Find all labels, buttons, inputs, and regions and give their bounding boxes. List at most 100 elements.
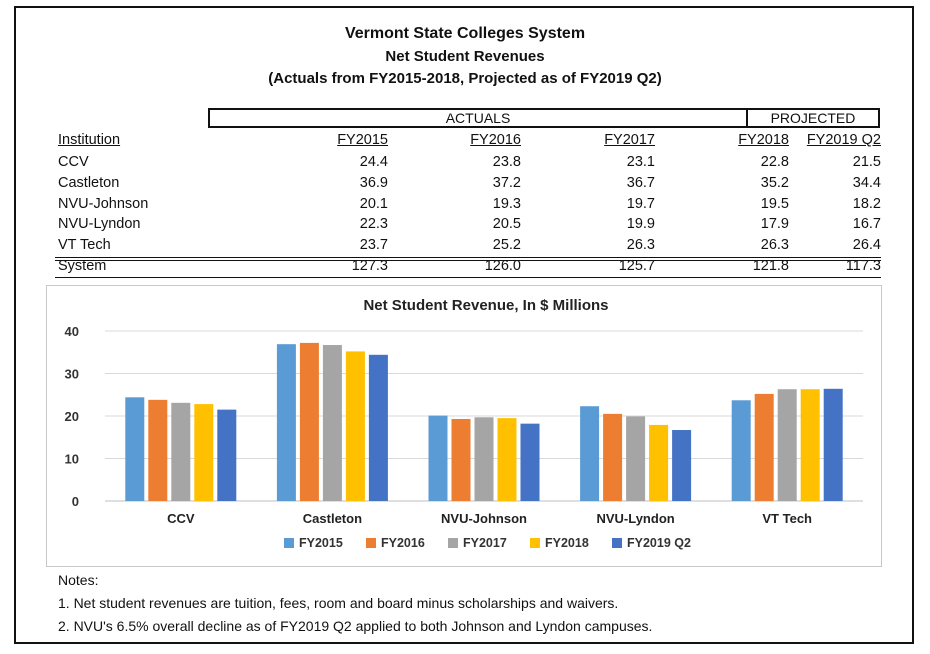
actuals-group-header: ACTUALS [208,108,748,128]
legend-label: FY2016 [381,536,425,550]
table-cell: 25.2 [492,237,521,253]
projected-group-header: PROJECTED [746,108,880,128]
bar-fy2018 [800,389,820,501]
table-cell: System [58,258,107,274]
x-tick-label: VT Tech [762,511,812,526]
table-cell: 26.3 [760,237,789,253]
bar-fy2017 [171,402,191,501]
table-cell: NVU-Johnson [58,196,149,212]
table-cell: 127.3 [351,258,388,274]
bar-fy2018 [345,351,365,501]
table-cell: 23.1 [626,154,655,170]
bar-fy2015 [580,406,600,501]
table-cell: 17.9 [760,216,789,232]
x-tick-label: Castleton [303,511,362,526]
table-header-row: Institution FY2015 FY2016 FY2017 FY2018 … [55,132,881,152]
column-header: FY2016 [470,132,521,148]
legend-swatch [284,538,294,548]
column-header: FY2018 [738,132,789,148]
bar-fy2017 [474,417,494,501]
column-header: Institution [58,132,121,148]
legend-swatch [366,538,376,548]
table-cell: 19.3 [492,196,521,212]
page-note: (Actuals from FY2015-2018, Projected as … [268,70,662,87]
chart-title: Net Student Revenue, In $ Millions [363,297,608,314]
table-row: NVU-Lyndon 22.3 20.5 19.9 17.9 16.7 [55,216,881,236]
table-divider [55,260,881,261]
table-cell: 19.5 [760,196,789,212]
table-cell: 21.5 [852,154,881,170]
table-cell: 37.2 [492,175,521,191]
bar-fy2015 [125,397,145,501]
page-title: Vermont State Colleges System [344,25,586,42]
bar-fy2015 [428,415,448,501]
table-cell: Castleton [58,175,120,191]
table-cell: 26.3 [626,237,655,253]
table-cell: 23.7 [359,237,388,253]
y-tick-label: 0 [72,494,79,509]
table-cell: 36.7 [626,175,655,191]
bar-fy2019-q2 [672,430,692,501]
bar-fy2017 [777,389,797,501]
table-row: NVU-Johnson 20.1 19.3 19.7 19.5 18.2 [55,196,881,216]
table-row: VT Tech 23.7 25.2 26.3 26.3 26.4 [55,237,881,257]
bar-fy2018 [497,418,517,501]
column-header: FY2017 [604,132,655,148]
table-cell: VT Tech [58,237,111,253]
bar-fy2016 [603,413,623,501]
x-tick-label: NVU-Johnson [441,511,527,526]
table-cell: 117.3 [845,258,881,274]
table-cell: 36.9 [359,175,388,191]
table-cell: 34.4 [852,175,881,191]
bar-fy2018 [649,424,669,501]
bar-fy2016 [148,399,168,501]
table-cell: 121.8 [752,258,789,274]
legend-label: FY2018 [545,536,589,550]
table-cell: 24.4 [359,154,388,170]
bar-fy2019-q2 [217,409,237,501]
table-cell: 22.8 [760,154,789,170]
legend-label: FY2019 Q2 [627,536,691,550]
page-subtitle: Net Student Revenues [385,48,545,65]
table-row: CCV 24.4 23.8 23.1 22.8 21.5 [55,154,881,174]
notes-heading: Notes: [58,572,99,588]
table-cell: 19.7 [626,196,655,212]
legend-swatch [612,538,622,548]
bar-fy2016 [451,418,471,501]
document-frame [14,6,914,644]
table-total-row: System 127.3 126.0 125.7 121.8 117.3 [55,258,881,278]
legend-swatch [530,538,540,548]
table-cell: 26.4 [852,237,881,253]
table-divider [55,277,881,278]
bar-fy2019-q2 [823,388,843,501]
table-cell: 125.7 [618,258,655,274]
chart-container: Net Student Revenue, In $ Millions 0 10 20 3… [46,285,882,567]
bar-fy2017 [626,416,646,501]
table-cell: NVU-Lyndon [58,216,141,232]
y-tick-label: 10 [65,452,79,467]
table-cell: 18.2 [852,196,881,212]
table-cell: 19.9 [626,216,655,232]
table-divider [55,257,881,258]
table-cell: 126.0 [484,258,521,274]
y-tick-label: 40 [65,324,79,339]
bar-fy2017 [322,345,342,501]
table-cell: 23.8 [492,154,521,170]
column-header: FY2015 [337,132,388,148]
bar-chart: Net Student Revenue, In $ Millions 0 10 20 3… [65,297,863,550]
table-cell: 20.1 [359,196,388,212]
note-item: 1. Net student revenues are tuition, fee… [58,595,619,611]
y-tick-label: 30 [65,367,79,382]
bar-fy2016 [754,393,774,501]
bar-fy2015 [276,344,296,501]
legend-swatch [448,538,458,548]
bar-fy2016 [299,342,319,501]
note-item: 2. NVU's 6.5% overall decline as of FY20… [58,618,653,634]
bar-fy2019-q2 [368,354,388,501]
x-tick-label: NVU-Lyndon [596,511,674,526]
bar-fy2019-q2 [520,423,540,501]
table-cell: 20.5 [492,216,521,232]
table-cell: 35.2 [760,175,789,191]
table-cell: CCV [58,154,89,170]
table-row: Castleton 36.9 37.2 36.7 35.2 34.4 [55,175,881,195]
